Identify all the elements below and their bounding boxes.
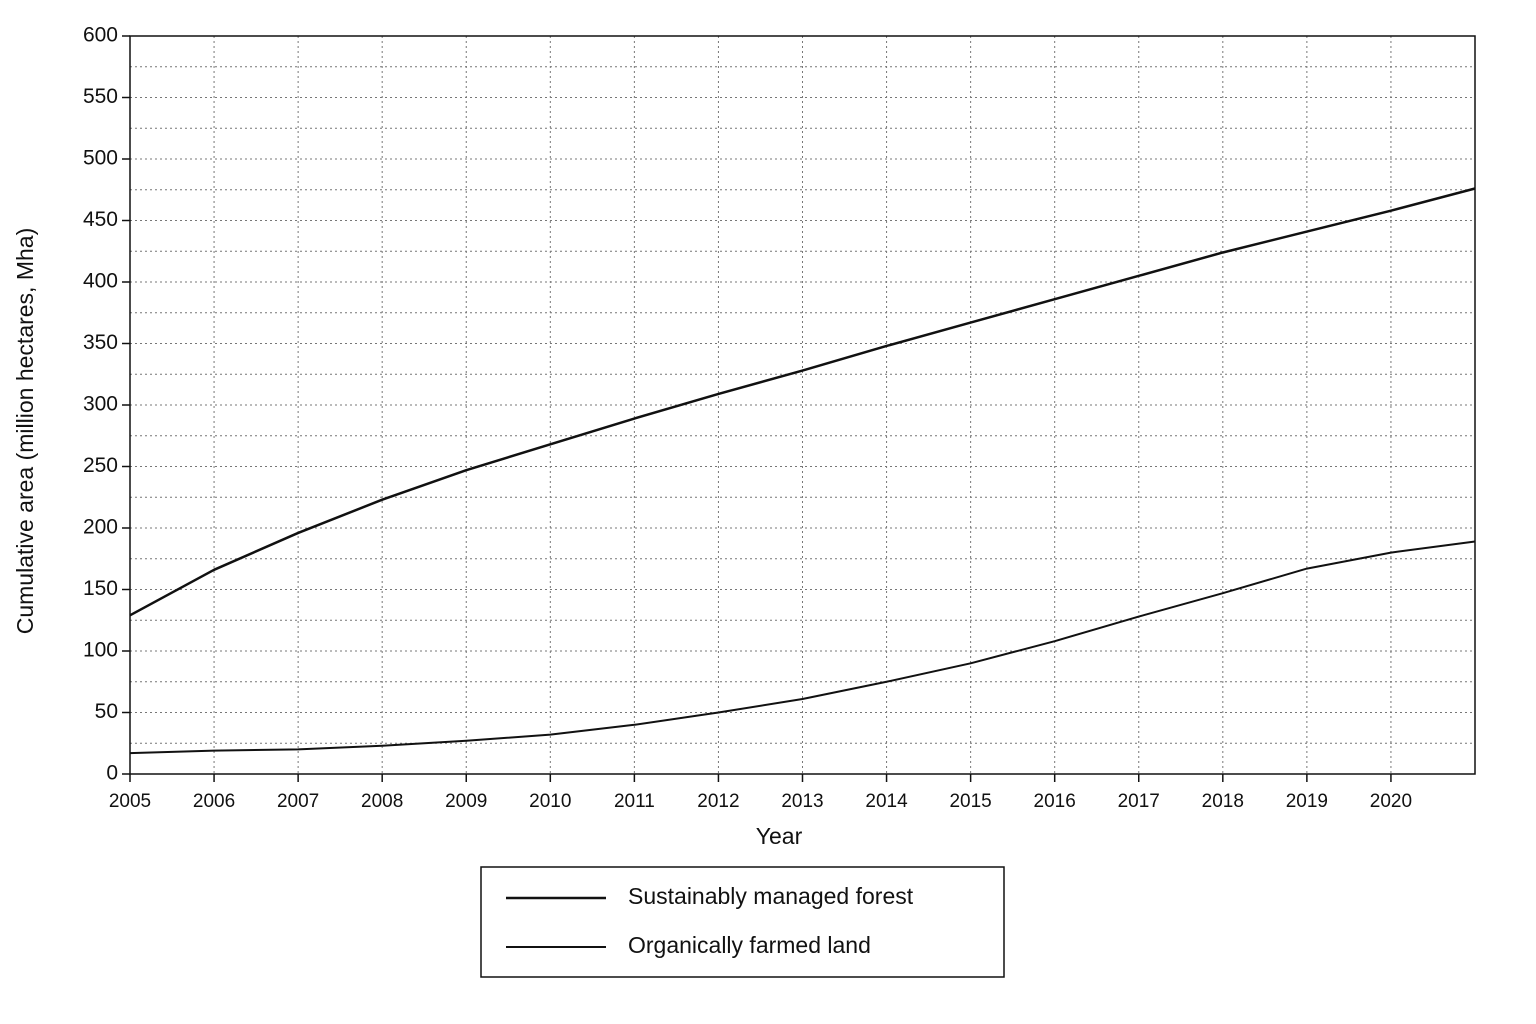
x-tick-label: 2008 (361, 791, 403, 812)
x-tick-label: 2019 (1286, 791, 1328, 812)
x-tick-label: 2006 (193, 791, 235, 812)
y-tick-label: 400 (83, 270, 118, 293)
y-tick-label: 100 (83, 639, 118, 662)
x-tick-label: 2005 (109, 791, 151, 812)
x-axis-label: Year (756, 823, 803, 849)
y-tick-label: 300 (83, 393, 118, 416)
y-tick-label: 550 (83, 85, 118, 108)
y-axis-label: Cumulative area (million hectares, Mha) (12, 228, 38, 635)
y-tick-label: 150 (83, 577, 118, 600)
data-line (129, 540, 1476, 755)
x-tick-label: 2009 (445, 791, 487, 812)
y-tick-label: 450 (83, 208, 118, 231)
x-tick-label: 2012 (697, 791, 739, 812)
y-tick-label: 200 (83, 516, 118, 539)
x-tick-label: 2010 (529, 791, 571, 812)
x-tick-label: 2015 (949, 791, 991, 812)
y-tick-label: 250 (83, 454, 118, 477)
legend-label: Sustainably managed forest (628, 883, 914, 909)
legend-label: Organically farmed land (628, 932, 871, 958)
x-tick-label: 2017 (1118, 791, 1160, 812)
y-tick-label: 0 (106, 762, 118, 785)
x-tick-label: 2007 (277, 791, 319, 812)
y-tick-label: 50 (95, 700, 118, 723)
x-tick-label: 2016 (1034, 791, 1076, 812)
x-tick-label: 2011 (614, 791, 655, 812)
x-tick-label: 2018 (1202, 791, 1244, 812)
data-line (129, 187, 1476, 617)
x-tick-label: 2013 (781, 791, 823, 812)
x-tick-label: 2014 (865, 791, 908, 812)
plot-frame (129, 35, 1476, 775)
x-tick-label: 2020 (1370, 791, 1412, 812)
y-tick-label: 500 (83, 147, 118, 170)
legend-box (480, 866, 1005, 978)
y-tick-label: 350 (83, 331, 118, 354)
y-tick-label: 600 (83, 24, 118, 47)
